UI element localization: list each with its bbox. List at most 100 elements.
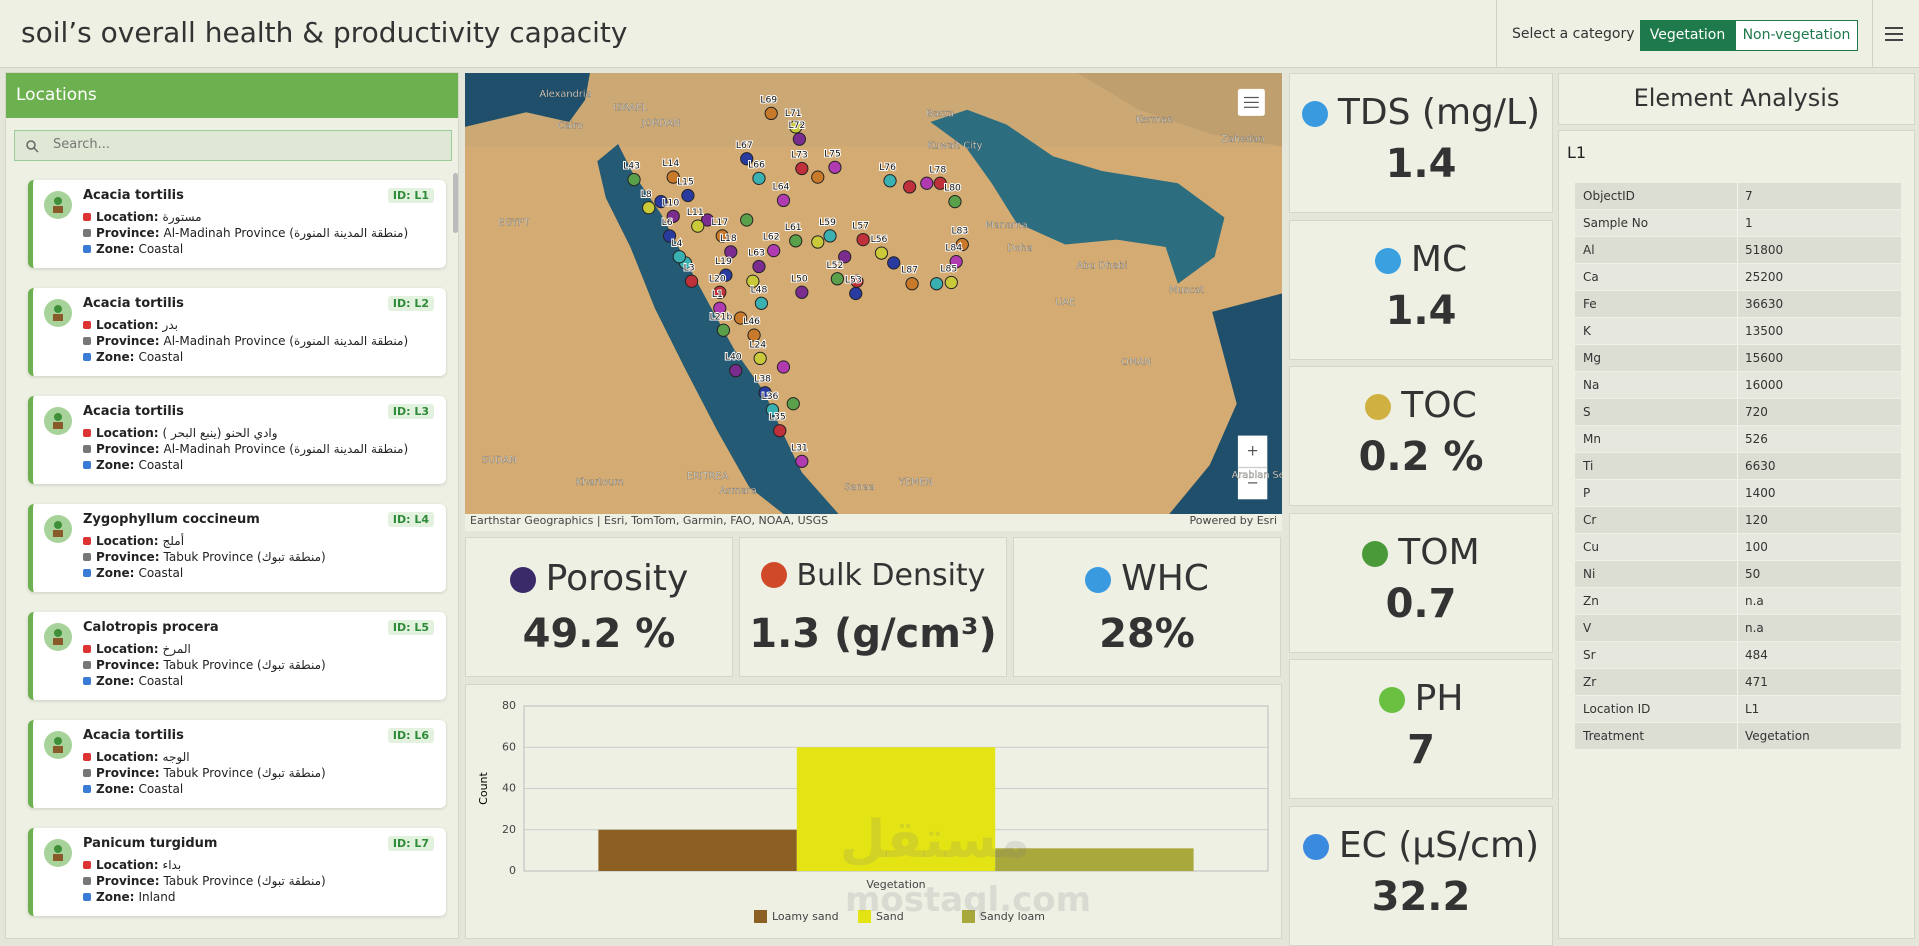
map-marker[interactable]	[849, 286, 863, 301]
map-marker[interactable]	[811, 235, 825, 249]
map-marker[interactable]	[642, 201, 656, 215]
non-vegetation-button[interactable]: Non-vegetation	[1735, 20, 1858, 51]
bar[interactable]	[796, 747, 996, 871]
map-marker[interactable]	[684, 274, 699, 288]
map-marker[interactable]	[828, 160, 842, 174]
map-marker[interactable]	[792, 132, 807, 146]
map-marker[interactable]	[944, 275, 958, 290]
map-marker[interactable]	[786, 397, 800, 411]
map-marker[interactable]	[948, 195, 962, 209]
map-marker[interactable]	[920, 176, 934, 190]
map-marker[interactable]	[713, 301, 727, 315]
map-marker[interactable]	[874, 246, 889, 260]
map-marker[interactable]	[733, 311, 748, 325]
map-marker[interactable]	[715, 229, 729, 243]
y-tick-label: 80	[502, 699, 516, 712]
element-location: L1	[1567, 143, 1587, 162]
map-marker[interactable]	[752, 259, 766, 274]
map-marker[interactable]	[811, 170, 825, 184]
map-marker[interactable]	[856, 232, 870, 247]
map-marker[interactable]	[776, 360, 791, 374]
map-marker[interactable]	[795, 161, 809, 176]
map-marker[interactable]	[681, 188, 695, 203]
map-marker[interactable]	[691, 219, 705, 233]
icon-pot	[53, 854, 63, 861]
field-value: بدر	[162, 318, 178, 332]
location-card[interactable]: Acacia tortilis ID: L6 Location: الوجه Provi…	[28, 720, 446, 808]
map-marker[interactable]	[795, 454, 809, 468]
field-label: Location:	[96, 426, 159, 440]
map-marker[interactable]	[740, 152, 754, 166]
map-marker[interactable]	[838, 250, 852, 264]
bar[interactable]	[598, 829, 797, 871]
map-marker[interactable]	[955, 237, 969, 252]
location-row: Location: بدر	[83, 318, 178, 332]
map-marker[interactable]	[666, 209, 680, 223]
map-marker[interactable]	[949, 255, 963, 269]
location-card[interactable]: Panicum turgidum ID: L7 Location: بداء Provi…	[28, 828, 446, 916]
map-marker[interactable]	[700, 213, 715, 227]
map-marker[interactable]	[887, 256, 901, 270]
marker-label: L57	[852, 221, 869, 232]
zone-row: Zone: Coastal	[83, 458, 183, 472]
marker-label: L83	[951, 226, 968, 237]
map-marker[interactable]	[713, 285, 727, 299]
map-marker[interactable]	[716, 323, 731, 337]
map-marker[interactable]	[764, 106, 778, 121]
map-marker[interactable]	[823, 229, 837, 243]
metric-icon	[1301, 101, 1328, 127]
location-card[interactable]: Acacia tortilis ID: L3 Location: وادي الحنو…	[28, 396, 446, 484]
map-marker[interactable]	[903, 180, 917, 194]
map-marker[interactable]	[719, 268, 733, 282]
place-label: JORDAN	[641, 118, 681, 129]
location-card[interactable]: Acacia tortilis ID: L1 Location: مستورة Prov…	[28, 180, 446, 268]
map-marker[interactable]	[627, 172, 641, 187]
map-marker[interactable]	[776, 193, 791, 208]
field-label: Location:	[96, 534, 159, 548]
map-marker[interactable]	[933, 176, 947, 190]
iran-land	[1077, 73, 1282, 147]
field-label: Location:	[96, 318, 159, 332]
map-marker[interactable]	[758, 386, 772, 400]
map-marker[interactable]	[740, 213, 754, 227]
search-box[interactable]: Search...	[14, 130, 452, 161]
map-marker[interactable]	[929, 277, 944, 291]
map-marker[interactable]	[666, 170, 680, 184]
location-id: ID: L6	[387, 728, 434, 743]
menu-button[interactable]	[1884, 25, 1904, 43]
map-marker[interactable]	[654, 195, 668, 209]
marker-label: L38	[754, 374, 771, 385]
map-marker[interactable]	[765, 403, 780, 417]
map-marker[interactable]	[662, 229, 677, 243]
map-marker[interactable]	[753, 351, 767, 366]
map-marker[interactable]	[724, 245, 738, 259]
map-marker[interactable]	[746, 274, 760, 288]
map-marker[interactable]	[754, 296, 769, 310]
table-divider	[1737, 237, 1738, 263]
map-marker[interactable]	[789, 120, 803, 134]
zoom-out[interactable]: −	[1246, 474, 1258, 491]
location-id: ID: L1	[387, 188, 434, 203]
bar[interactable]	[995, 848, 1194, 871]
header: soil’s overall health & productivity cap…	[0, 0, 1919, 68]
location-card[interactable]: Calotropis procera ID: L5 Location: المرخ Pr…	[28, 612, 446, 700]
map-marker[interactable]	[905, 277, 919, 291]
zoom-in[interactable]: +	[1246, 443, 1258, 460]
map-marker[interactable]	[729, 364, 743, 378]
vegetation-button[interactable]: Vegetation	[1640, 20, 1735, 51]
map-marker[interactable]	[767, 244, 781, 258]
map-marker[interactable]	[883, 174, 897, 188]
map-marker[interactable]	[789, 234, 803, 248]
location-card[interactable]: Zygophyllum coccineum ID: L4 Location: أملج…	[28, 504, 446, 592]
map-marker[interactable]	[747, 328, 761, 342]
map-marker[interactable]	[773, 424, 787, 438]
map-marker[interactable]	[752, 171, 766, 185]
map-marker[interactable]	[795, 285, 809, 299]
zone-row: Zone: Inland	[83, 890, 176, 904]
map-marker[interactable]	[672, 250, 686, 264]
icon-leaf	[54, 737, 62, 745]
map-marker[interactable]	[830, 272, 844, 286]
sea	[465, 73, 590, 127]
field-icon	[83, 245, 91, 253]
location-card[interactable]: Acacia tortilis ID: L2 Location: بدر Provinc…	[28, 288, 446, 376]
